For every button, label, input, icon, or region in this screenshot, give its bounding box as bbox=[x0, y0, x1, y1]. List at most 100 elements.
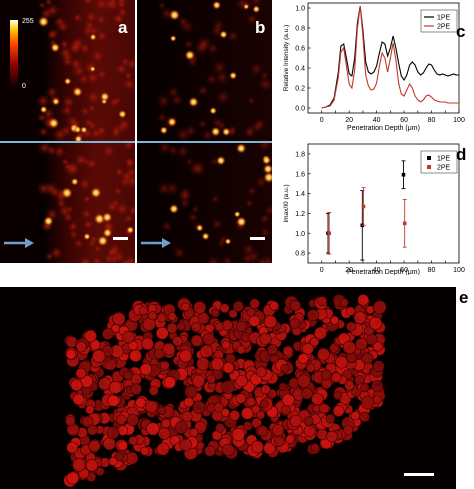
x-tick-label: 20 bbox=[345, 117, 353, 124]
cell bbox=[73, 152, 89, 168]
bright-cell bbox=[168, 203, 179, 214]
cell bbox=[273, 435, 285, 447]
cell bbox=[260, 254, 272, 263]
legend-label: 1PE bbox=[437, 15, 451, 22]
cell bbox=[128, 436, 138, 446]
cell bbox=[53, 15, 66, 28]
cell bbox=[281, 393, 295, 407]
scale-bar-a bbox=[113, 237, 128, 240]
cell bbox=[68, 229, 79, 240]
bright-cell bbox=[262, 163, 272, 175]
y-tick-label: 1.2 bbox=[295, 211, 305, 218]
cell bbox=[196, 357, 210, 371]
cell bbox=[357, 293, 370, 306]
bright-cell bbox=[50, 42, 61, 53]
cell bbox=[145, 400, 158, 413]
cell bbox=[81, 415, 94, 428]
legend-label: 2PE bbox=[437, 165, 451, 172]
series-line-1PE bbox=[321, 5, 459, 109]
x-tick-label: 20 bbox=[345, 267, 353, 274]
bright-cell bbox=[159, 126, 168, 135]
cell bbox=[167, 312, 177, 321]
bright-cell bbox=[80, 126, 88, 134]
cell bbox=[66, 471, 80, 485]
cell bbox=[176, 322, 186, 331]
cell bbox=[112, 186, 123, 196]
x-tick-label: 0 bbox=[320, 267, 324, 274]
cell bbox=[264, 204, 272, 217]
bright-cell bbox=[37, 15, 50, 28]
cell bbox=[243, 124, 257, 137]
cell bbox=[52, 126, 68, 143]
cell bbox=[222, 255, 233, 263]
cell bbox=[197, 312, 210, 325]
cell bbox=[285, 434, 295, 444]
cell bbox=[249, 298, 260, 309]
cell bbox=[155, 326, 169, 340]
cell bbox=[326, 430, 338, 443]
bright-cell bbox=[48, 117, 60, 129]
cell bbox=[278, 382, 288, 392]
cell bbox=[259, 70, 270, 81]
cell bbox=[87, 424, 98, 436]
cell bbox=[89, 234, 99, 245]
cell bbox=[355, 337, 368, 351]
cell bbox=[246, 307, 256, 317]
cell bbox=[330, 315, 340, 325]
cell bbox=[165, 181, 180, 196]
cell bbox=[257, 76, 272, 92]
bright-cell bbox=[263, 171, 272, 184]
colorbar bbox=[10, 20, 18, 90]
bright-cell bbox=[167, 117, 177, 127]
cell bbox=[77, 176, 92, 191]
bright-cell bbox=[89, 33, 97, 41]
cell bbox=[221, 443, 235, 457]
x-axis-label: Penetration Depth (μm) bbox=[347, 269, 420, 275]
x-tick-label: 60 bbox=[400, 117, 408, 124]
cell bbox=[163, 376, 176, 389]
cell bbox=[335, 355, 348, 369]
x-tick-label: 100 bbox=[453, 267, 465, 274]
bright-cell bbox=[224, 238, 232, 245]
cell bbox=[297, 353, 309, 365]
guide-line-a bbox=[0, 141, 135, 143]
bright-cell bbox=[51, 97, 60, 106]
cell bbox=[206, 42, 219, 55]
cell bbox=[47, 28, 60, 40]
cell bbox=[343, 425, 353, 435]
panel-e-microscopy bbox=[63, 293, 387, 488]
cell bbox=[244, 198, 254, 208]
cell bbox=[103, 437, 117, 451]
cell bbox=[148, 385, 159, 396]
cell bbox=[259, 332, 272, 345]
cell bbox=[60, 103, 74, 118]
bright-cell bbox=[97, 235, 109, 247]
bright-cell bbox=[184, 49, 196, 61]
cell bbox=[260, 384, 271, 395]
cell bbox=[282, 345, 294, 357]
cell bbox=[93, 0, 110, 12]
cell bbox=[259, 213, 271, 225]
cell bbox=[280, 405, 291, 415]
cell bbox=[72, 458, 86, 472]
cell bbox=[174, 421, 188, 434]
cell bbox=[112, 312, 126, 326]
panel-c-chart: 0 20 40 60 80 100 0.0 0.2 0.4 0.6 0.8 1.0 Penetratio… bbox=[278, 0, 474, 138]
cell bbox=[107, 394, 120, 407]
cell bbox=[331, 372, 342, 383]
errorbar-chart-d: 0 20 40 60 80 100 0.8 1.0 1.2 1.4 1.6 1.8 Penetratio… bbox=[283, 143, 465, 275]
bright-cell bbox=[261, 155, 272, 165]
panel-e-image bbox=[0, 287, 456, 489]
cell bbox=[206, 374, 216, 384]
cell bbox=[108, 456, 118, 466]
cell bbox=[123, 370, 133, 381]
cell bbox=[172, 246, 186, 260]
cell bbox=[126, 413, 139, 427]
cell bbox=[85, 89, 101, 105]
bright-cell bbox=[252, 5, 261, 14]
data-point-2PE bbox=[327, 231, 331, 236]
cell bbox=[325, 413, 336, 424]
cell bbox=[221, 380, 235, 394]
cell bbox=[310, 443, 320, 452]
cell bbox=[213, 402, 224, 413]
